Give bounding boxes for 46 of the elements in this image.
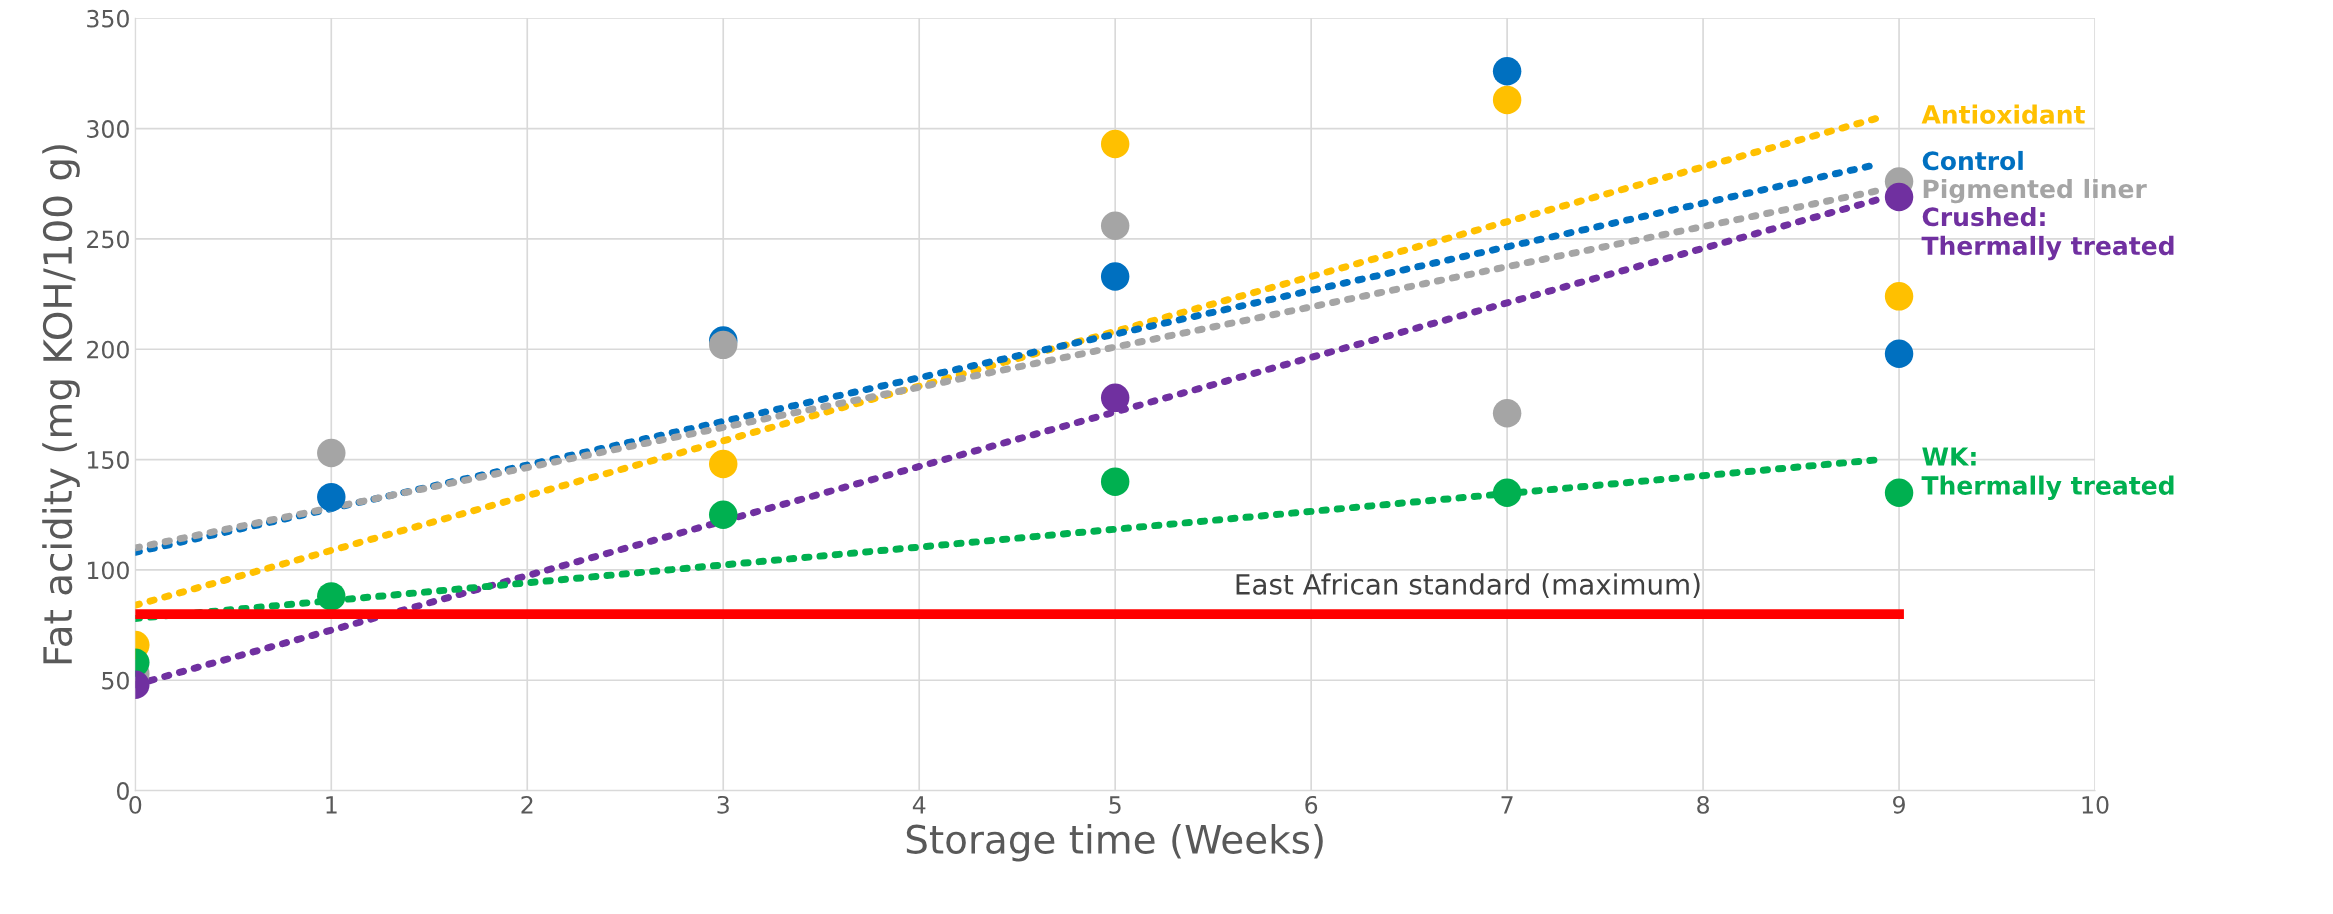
- point: [1884, 478, 1914, 507]
- point: [1100, 383, 1130, 413]
- y-tick-label: 350: [87, 9, 129, 28]
- point: [709, 500, 738, 530]
- x-tick-label: 3: [717, 795, 729, 814]
- x-tick-label: 0: [129, 795, 142, 814]
- y-tick-label: 250: [87, 230, 129, 249]
- x-tick-label: 5: [1109, 796, 1121, 814]
- point: [317, 482, 346, 512]
- series-label: WK: Thermally treated: [1921, 447, 2174, 500]
- point: [1100, 262, 1130, 291]
- x-tick-label: 4: [912, 796, 926, 814]
- point: [1100, 467, 1130, 496]
- point: [1100, 129, 1130, 159]
- point: [317, 582, 346, 611]
- point: [1100, 211, 1130, 240]
- x-tick-label: 2: [521, 795, 533, 814]
- series-label: Pigmented liner: [1923, 178, 2147, 204]
- x-axis-title: Storage time (Weeks): [906, 823, 1323, 862]
- point: [709, 449, 738, 479]
- x-tick-label: 10: [2082, 795, 2109, 814]
- y-tick-label: 300: [87, 120, 129, 138]
- y-tick-label: 150: [87, 451, 129, 469]
- point: [317, 438, 346, 468]
- series-label: Antioxidant: [1921, 104, 2085, 124]
- point: [1884, 282, 1914, 311]
- x-tick-label: 7: [1501, 796, 1513, 814]
- y-tick-label: 0: [116, 782, 129, 800]
- y-tick-label: 50: [102, 671, 129, 690]
- y-axis-title: Fat acidity (mg KOH/100 g): [42, 145, 80, 664]
- x-tick-label: 1: [326, 796, 337, 814]
- point: [1492, 57, 1522, 86]
- y-tick-label: 100: [87, 561, 129, 580]
- x-tick-label: 6: [1305, 795, 1318, 814]
- series-label: Control: [1922, 150, 2023, 171]
- x-tick-label: 9: [1893, 795, 1905, 814]
- x-tick-label: 8: [1697, 795, 1709, 814]
- point: [1492, 399, 1522, 428]
- point: [709, 330, 738, 360]
- point: [1884, 339, 1914, 368]
- point: [1492, 85, 1522, 115]
- y-tick-label: 200: [87, 340, 129, 359]
- point: [1884, 182, 1914, 212]
- series-label: Crushed: Thermally treated: [1921, 206, 2174, 261]
- annotation: East African standard (maximum): [1236, 573, 1700, 599]
- point: [1492, 478, 1522, 507]
